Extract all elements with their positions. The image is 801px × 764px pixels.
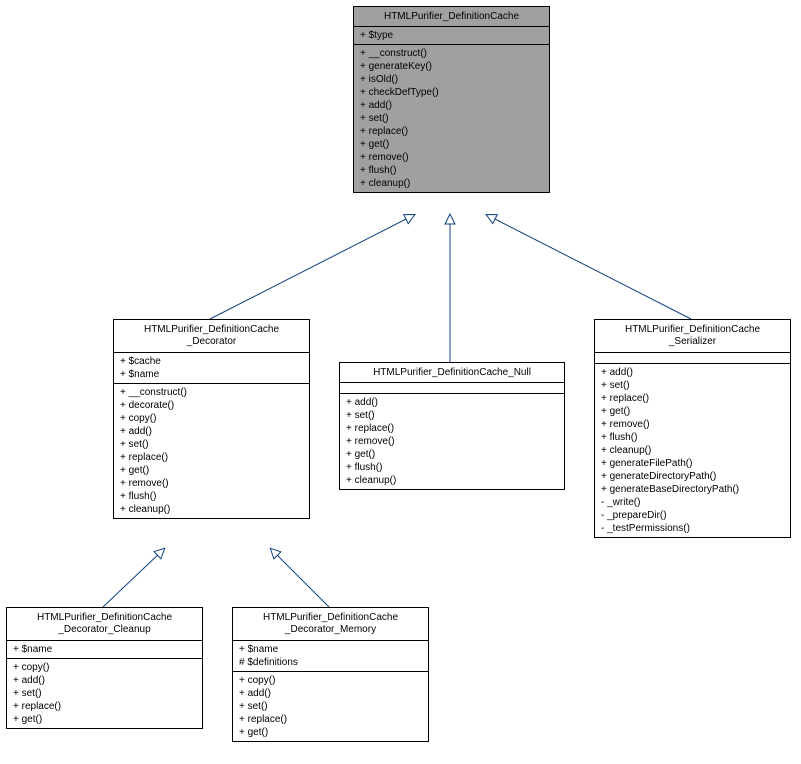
method: + remove() — [360, 151, 543, 164]
attribute: + $name — [13, 643, 196, 656]
title-line: HTMLPurifier_DefinitionCache — [144, 324, 279, 335]
method: + add() — [239, 687, 422, 700]
method: + generateBaseDirectoryPath() — [601, 483, 784, 496]
attributes-section: + $cache + $name — [114, 353, 309, 384]
method: + remove() — [601, 418, 784, 431]
attribute: + $name — [120, 368, 303, 381]
method: + replace() — [346, 422, 558, 435]
method: + checkDefType() — [360, 86, 543, 99]
uml-diagram: HTMLPurifier_DefinitionCache + $type + _… — [0, 0, 801, 764]
attributes-section — [595, 353, 790, 364]
class-decorator-memory[interactable]: HTMLPurifier_DefinitionCache _Decorator_… — [232, 607, 429, 742]
method: + flush() — [120, 490, 303, 503]
method: + add() — [360, 99, 543, 112]
method: + add() — [13, 674, 196, 687]
method: + set() — [13, 687, 196, 700]
method: + cleanup() — [120, 503, 303, 516]
method: + replace() — [239, 713, 422, 726]
method: + set() — [601, 379, 784, 392]
method: + remove() — [346, 435, 558, 448]
class-title: HTMLPurifier_DefinitionCache _Decorator_… — [7, 608, 202, 641]
method: + cleanup() — [346, 474, 558, 487]
method: + add() — [601, 366, 784, 379]
title-line: HTMLPurifier_DefinitionCache — [37, 612, 172, 623]
method: + add() — [120, 425, 303, 438]
method: + copy() — [120, 412, 303, 425]
class-title: HTMLPurifier_DefinitionCache _Decorator_… — [233, 608, 428, 641]
class-title: HTMLPurifier_DefinitionCache _Serializer — [595, 320, 790, 353]
class-title: HTMLPurifier_DefinitionCache_Null — [340, 363, 564, 383]
method: + add() — [346, 396, 558, 409]
method: + copy() — [13, 661, 196, 674]
method: + cleanup() — [601, 444, 784, 457]
title-line: _Decorator_Cleanup — [58, 624, 150, 635]
class-serializer[interactable]: HTMLPurifier_DefinitionCache _Serializer… — [594, 319, 791, 538]
method: + get() — [120, 464, 303, 477]
method: + flush() — [346, 461, 558, 474]
inheritance-connector — [103, 549, 164, 607]
method: - _write() — [601, 496, 784, 509]
class-decorator-cleanup[interactable]: HTMLPurifier_DefinitionCache _Decorator_… — [6, 607, 203, 729]
attributes-section: + $name # $definitions — [233, 641, 428, 672]
methods-section: + copy() + add() + set() + replace() + g… — [233, 672, 428, 741]
method: + __construct() — [120, 386, 303, 399]
methods-section: + __construct() + generateKey() + isOld(… — [354, 45, 549, 192]
method: + generateDirectoryPath() — [601, 470, 784, 483]
method: + replace() — [601, 392, 784, 405]
method: + remove() — [120, 477, 303, 490]
title-line: _Serializer — [669, 336, 716, 347]
attribute: + $name — [239, 643, 422, 656]
method: + set() — [239, 700, 422, 713]
method: + set() — [360, 112, 543, 125]
inheritance-connector — [487, 215, 691, 319]
method: + decorate() — [120, 399, 303, 412]
method: + get() — [601, 405, 784, 418]
method: + generateKey() — [360, 60, 543, 73]
attributes-section: + $name — [7, 641, 202, 659]
class-null[interactable]: HTMLPurifier_DefinitionCache_Null + add(… — [339, 362, 565, 490]
methods-section: + __construct() + decorate() + copy() + … — [114, 384, 309, 518]
method: + cleanup() — [360, 177, 543, 190]
class-title: HTMLPurifier_DefinitionCache — [354, 7, 549, 27]
attribute: # $definitions — [239, 656, 422, 669]
method: + replace() — [120, 451, 303, 464]
method: + replace() — [360, 125, 543, 138]
class-definition-cache[interactable]: HTMLPurifier_DefinitionCache + $type + _… — [353, 6, 550, 193]
method: + flush() — [360, 164, 543, 177]
methods-section: + add() + set() + replace() + remove() +… — [340, 394, 564, 489]
method: + get() — [13, 713, 196, 726]
method: + set() — [346, 409, 558, 422]
method: + isOld() — [360, 73, 543, 86]
attribute: + $type — [360, 29, 543, 42]
method: - _prepareDir() — [601, 509, 784, 522]
method: + generateFilePath() — [601, 457, 784, 470]
class-title: HTMLPurifier_DefinitionCache _Decorator — [114, 320, 309, 353]
title-line: HTMLPurifier_DefinitionCache — [625, 324, 760, 335]
inheritance-connector — [210, 215, 414, 319]
method: + replace() — [13, 700, 196, 713]
inheritance-connector — [271, 549, 329, 607]
method: + get() — [239, 726, 422, 739]
method: - _testPermissions() — [601, 522, 784, 535]
method: + get() — [346, 448, 558, 461]
attributes-section — [340, 383, 564, 394]
method: + set() — [120, 438, 303, 451]
methods-section: + add() + set() + replace() + get() + re… — [595, 364, 790, 537]
attribute: + $cache — [120, 355, 303, 368]
title-line: _Decorator — [187, 336, 236, 347]
method: + get() — [360, 138, 543, 151]
method: + copy() — [239, 674, 422, 687]
title-line: _Decorator_Memory — [285, 624, 376, 635]
attributes-section: + $type — [354, 27, 549, 45]
method: + __construct() — [360, 47, 543, 60]
class-decorator[interactable]: HTMLPurifier_DefinitionCache _Decorator … — [113, 319, 310, 519]
title-line: HTMLPurifier_DefinitionCache — [263, 612, 398, 623]
methods-section: + copy() + add() + set() + replace() + g… — [7, 659, 202, 728]
method: + flush() — [601, 431, 784, 444]
